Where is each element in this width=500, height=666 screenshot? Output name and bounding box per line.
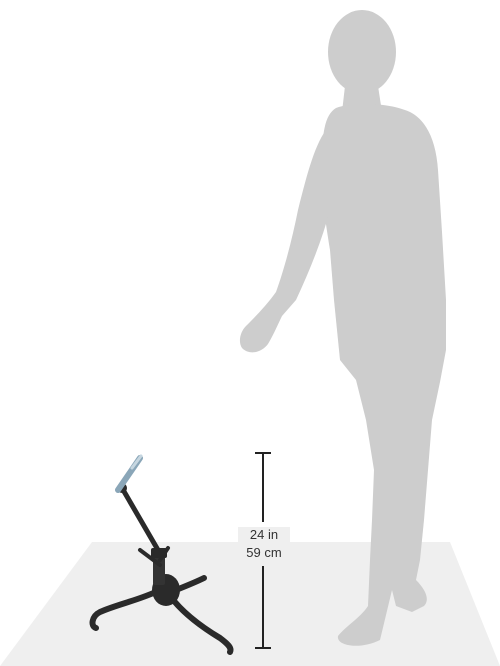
stand-leg-left [89, 587, 163, 631]
height-inches-label: 24 in [238, 527, 290, 543]
silhouette-head [328, 10, 396, 94]
silhouette-arm [239, 125, 330, 353]
height-cm-label: 59 cm [238, 545, 290, 561]
saxophone-stand [89, 454, 234, 655]
human-silhouette [239, 10, 446, 646]
stand-leg-front [167, 593, 234, 655]
stand-bell-peg-tip [130, 454, 143, 470]
stand-collar [151, 548, 167, 558]
stand-shaft [119, 485, 161, 553]
height-measure [255, 452, 271, 649]
silhouette-body [321, 103, 446, 646]
